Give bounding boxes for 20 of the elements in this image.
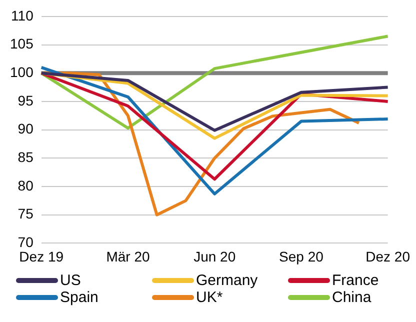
y-tick-label: 75 [18, 206, 34, 222]
legend-label: US [60, 272, 81, 289]
y-tick-label: 105 [10, 36, 34, 52]
x-tick-label: Sep 20 [279, 248, 324, 264]
legend-label: Germany [196, 272, 258, 289]
legend-label: UK* [196, 289, 223, 306]
legend-label: Spain [60, 289, 98, 306]
legend-label: France [332, 272, 379, 289]
y-tick-label: 110 [11, 7, 34, 24]
x-tick-label: Mär 20 [106, 248, 150, 264]
y-tick-label: 90 [18, 120, 34, 137]
legend-label: China [332, 289, 372, 306]
x-tick-label: Dez 20 [366, 248, 410, 264]
y-tick-label: 95 [18, 92, 34, 108]
y-tick-label: 100 [10, 64, 34, 80]
y-tick-label: 70 [18, 234, 34, 250]
x-tick-label: Dez 19 [19, 248, 64, 264]
y-tick-label: 85 [18, 149, 34, 166]
x-tick-label: Jun 20 [194, 248, 236, 264]
y-tick-label: 80 [18, 177, 34, 194]
